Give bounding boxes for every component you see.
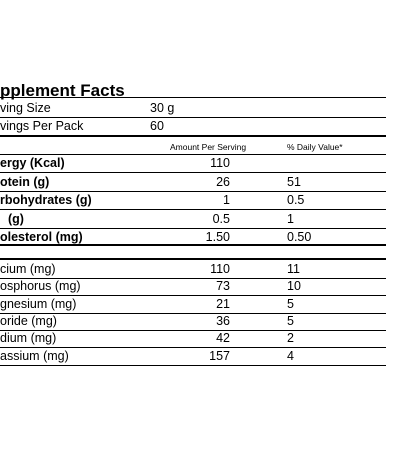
serving-value: 30 g	[150, 101, 175, 115]
amount: 110	[210, 156, 230, 170]
amount: 42	[216, 331, 230, 346]
header-amount: Amount Per Serving	[170, 142, 247, 152]
nutrient-name: (g)	[8, 211, 24, 226]
amount: 157	[209, 348, 230, 363]
amount: 26	[216, 174, 230, 189]
amount: 110	[210, 262, 230, 276]
mineral-name: cium (mg)	[0, 262, 56, 276]
mineral-name: gnesium (mg)	[0, 296, 77, 311]
daily-value: 4	[287, 348, 294, 363]
nutrient-name: rbohydrates (g)	[0, 193, 92, 207]
nutrient-name: olesterol (mg)	[0, 230, 83, 244]
daily-value: 0.5	[287, 193, 305, 207]
daily-value: 10	[287, 279, 301, 294]
mineral-name: dium (mg)	[0, 331, 57, 346]
rule	[0, 312, 386, 314]
amount: 36	[216, 313, 230, 328]
daily-value: 0.50	[287, 230, 312, 244]
amount: 1	[223, 193, 230, 207]
mineral-name: oride (mg)	[0, 313, 57, 328]
serving-value: 60	[150, 119, 164, 133]
title: pplement Facts	[0, 81, 125, 100]
serving-label: vings Per Pack	[0, 119, 84, 133]
daily-value: 5	[287, 313, 294, 328]
rule	[0, 227, 386, 229]
amount: 1.50	[205, 230, 230, 244]
mineral-name: osphorus (mg)	[0, 279, 81, 294]
rule	[0, 347, 386, 349]
rule	[0, 190, 386, 192]
amount: 73	[216, 279, 230, 294]
nutrient-name: otein (g)	[0, 174, 50, 189]
amount: 21	[216, 296, 230, 311]
mineral-name: assium (mg)	[0, 348, 69, 363]
daily-value: 1	[287, 211, 294, 226]
daily-value: 2	[287, 331, 294, 346]
daily-value: 11	[287, 262, 300, 276]
rule	[0, 154, 386, 155]
daily-value: 51	[287, 174, 301, 189]
nutrient-name: ergy (Kcal)	[0, 156, 65, 170]
rule	[0, 97, 386, 98]
rule	[0, 258, 386, 260]
rule	[0, 295, 386, 297]
rule	[0, 364, 386, 366]
rule	[0, 172, 386, 173]
amount: 0.5	[212, 211, 230, 226]
header-daily-value: % Daily Value*	[287, 142, 343, 152]
daily-value: 5	[287, 296, 294, 311]
rule	[0, 278, 386, 279]
rule	[0, 117, 386, 118]
rule	[0, 209, 386, 210]
rule	[0, 135, 386, 137]
rule	[0, 329, 386, 331]
serving-label: ving Size	[0, 101, 51, 115]
rule	[0, 244, 386, 246]
